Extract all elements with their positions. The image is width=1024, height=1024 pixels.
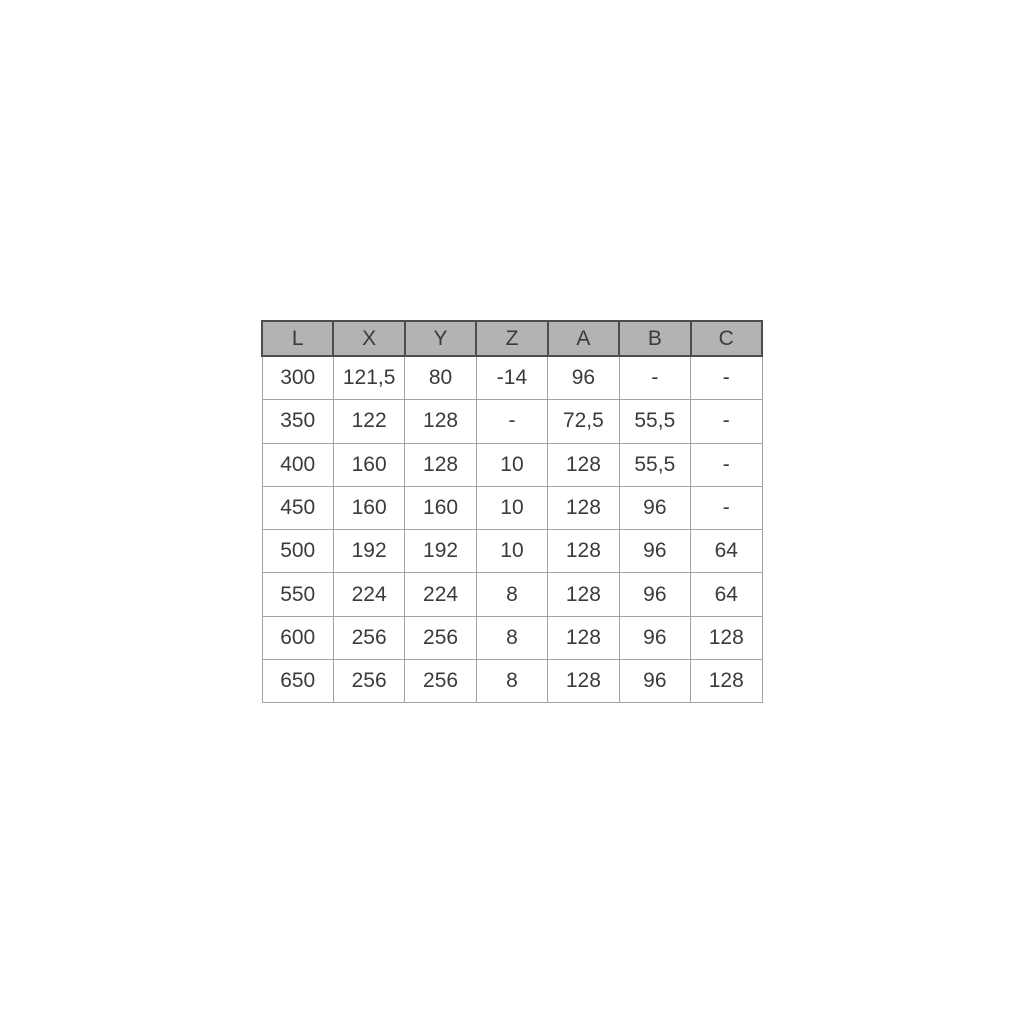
table-cell: 600 bbox=[261, 615, 334, 661]
table-cell: 122 bbox=[332, 399, 406, 444]
column-header-Z: Z bbox=[475, 320, 549, 357]
table-cell: 96 bbox=[547, 355, 620, 401]
table-row: 350 122 128 - 72,5 55,5 - bbox=[261, 399, 763, 444]
table-cell: 121,5 bbox=[332, 355, 406, 401]
table-cell: 128 bbox=[547, 529, 620, 574]
table-cell: 128 bbox=[547, 572, 620, 617]
table-cell: 96 bbox=[618, 659, 692, 704]
table-row: 450 160 160 10 128 96 - bbox=[261, 485, 763, 531]
table-cell: - bbox=[690, 355, 763, 401]
table-cell: 160 bbox=[332, 442, 406, 487]
table-cell: 350 bbox=[261, 399, 334, 444]
table-cell: 192 bbox=[332, 529, 406, 574]
table-cell: 55,5 bbox=[618, 399, 692, 444]
table-cell: - bbox=[618, 355, 692, 401]
table-cell: 224 bbox=[332, 572, 406, 617]
table-cell: 96 bbox=[618, 572, 692, 617]
table-header-row: L X Y Z A B C bbox=[260, 320, 764, 357]
table-cell: 450 bbox=[261, 485, 334, 531]
table-cell: - bbox=[475, 399, 549, 444]
table-row: 600 256 256 8 128 96 128 bbox=[261, 615, 763, 661]
table-cell: 128 bbox=[690, 659, 763, 704]
table-cell: 8 bbox=[475, 615, 549, 661]
column-header-B: B bbox=[618, 320, 692, 357]
table-cell: - bbox=[690, 399, 763, 444]
table-cell: 128 bbox=[404, 442, 477, 487]
table-cell: 64 bbox=[690, 572, 763, 617]
table-cell: 128 bbox=[690, 615, 763, 661]
table-cell: 55,5 bbox=[618, 442, 692, 487]
table-cell: 400 bbox=[261, 442, 334, 487]
table-cell: 72,5 bbox=[547, 399, 620, 444]
table-cell: 80 bbox=[404, 355, 477, 401]
table-cell: 64 bbox=[690, 529, 763, 574]
table-cell: 128 bbox=[404, 399, 477, 444]
table-cell: 10 bbox=[475, 442, 549, 487]
table-cell: 224 bbox=[404, 572, 477, 617]
table-cell: 96 bbox=[618, 485, 692, 531]
table-row: 550 224 224 8 128 96 64 bbox=[261, 572, 763, 617]
table-cell: - bbox=[690, 485, 763, 531]
table-cell: -14 bbox=[475, 355, 549, 401]
table-cell: 128 bbox=[547, 442, 620, 487]
table-cell: 192 bbox=[404, 529, 477, 574]
table-cell: 128 bbox=[547, 615, 620, 661]
table-cell: 96 bbox=[618, 615, 692, 661]
table-cell: 300 bbox=[261, 355, 334, 401]
table-cell: - bbox=[690, 442, 763, 487]
table-cell: 650 bbox=[261, 659, 334, 704]
table-cell: 256 bbox=[404, 659, 477, 704]
table-cell: 500 bbox=[261, 529, 334, 574]
table-cell: 160 bbox=[404, 485, 477, 531]
table-cell: 128 bbox=[547, 659, 620, 704]
column-header-X: X bbox=[332, 320, 406, 357]
table-cell: 256 bbox=[332, 615, 406, 661]
dimensions-spec-table: L X Y Z A B C 300 121,5 80 -14 96 - - 35… bbox=[260, 320, 764, 704]
table-cell: 128 bbox=[547, 485, 620, 531]
column-header-Y: Y bbox=[403, 320, 478, 357]
table-cell: 550 bbox=[261, 572, 334, 617]
table-row: 400 160 128 10 128 55,5 - bbox=[261, 442, 763, 487]
table-cell: 10 bbox=[475, 485, 549, 531]
table-cell: 160 bbox=[332, 485, 406, 531]
table-row: 500 192 192 10 128 96 64 bbox=[261, 529, 763, 574]
table-cell: 256 bbox=[404, 615, 477, 661]
table-cell: 8 bbox=[475, 572, 549, 617]
column-header-C: C bbox=[689, 320, 764, 357]
table-row: 300 121,5 80 -14 96 - - bbox=[261, 355, 763, 401]
column-header-L: L bbox=[260, 320, 335, 357]
column-header-A: A bbox=[546, 320, 621, 357]
table-cell: 96 bbox=[618, 529, 692, 574]
table-cell: 8 bbox=[475, 659, 549, 704]
table-cell: 256 bbox=[332, 659, 406, 704]
table-cell: 10 bbox=[475, 529, 549, 574]
table-row: 650 256 256 8 128 96 128 bbox=[261, 659, 763, 704]
